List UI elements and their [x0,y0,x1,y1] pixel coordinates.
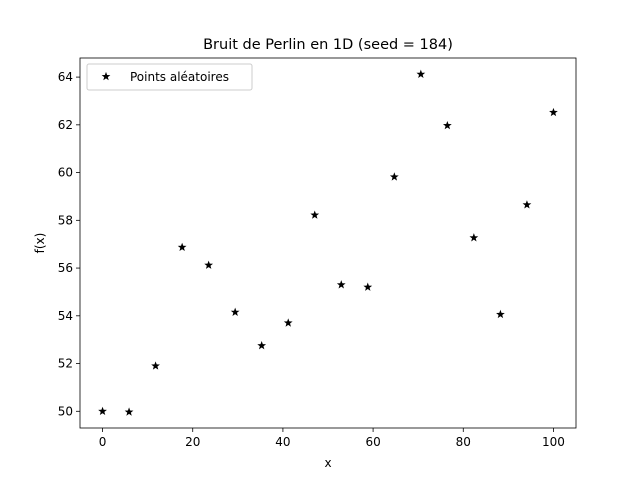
data-point [389,172,399,181]
data-point [98,406,107,416]
data-point [204,260,214,269]
axes-frame [79,57,577,429]
data-point [124,407,134,416]
y-tick-label: 62 [58,118,73,132]
data-point [469,233,479,242]
y-tick-label: 64 [58,70,73,84]
x-tick-label: 0 [99,435,107,449]
legend-label: Points aléatoires [130,70,229,84]
plot-area: 0 20 40 60 80 100 50 52 54 56 58 60 62 64 [58,57,577,449]
legend-marker [101,71,111,81]
x-tick-label: 60 [365,435,380,449]
x-tick-label: 80 [456,435,471,449]
y-tick-label: 54 [58,309,73,323]
data-point [416,69,426,78]
data-point [151,361,160,370]
legend-frame [86,63,253,91]
x-axis-label: x [324,456,331,470]
chart-title: Bruit de Perlin en 1D (seed = 184) [203,37,453,53]
data-point [496,309,505,319]
data-point [336,280,346,289]
y-tick-label: 58 [58,213,73,227]
legend: Points aléatoires [86,63,253,91]
data-point [177,242,187,252]
data-point [363,282,373,291]
legend-star-icon [101,71,111,81]
data-point [442,120,452,130]
y-tick-label: 52 [58,357,73,371]
x-tick-label: 40 [275,435,290,449]
x-tick-label: 100 [542,435,565,449]
y-tick-label: 50 [58,404,73,418]
data-point [310,210,320,219]
y-axis-label: f(x) [33,233,47,254]
data-point [230,307,240,316]
x-tick-label: 20 [185,435,200,449]
data-point [257,341,267,350]
data-point [549,107,558,117]
y-tick-label: 56 [58,261,73,275]
data-point [522,200,532,209]
data-point [283,318,293,327]
y-tick-label: 60 [58,166,73,180]
